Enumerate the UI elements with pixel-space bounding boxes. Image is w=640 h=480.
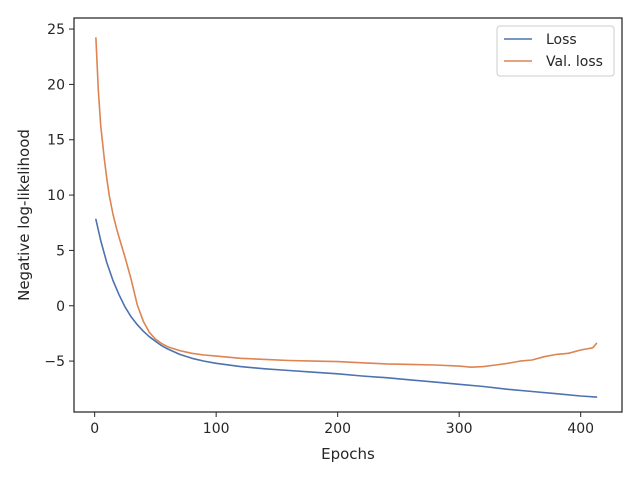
- y-tick-label: 15: [47, 133, 65, 149]
- series-layer: [95, 37, 598, 398]
- axes-frame: [73, 17, 623, 413]
- x-tick-label: 300: [446, 421, 473, 437]
- x-tick-label: 0: [90, 421, 99, 437]
- y-tick-label: −5: [44, 354, 65, 370]
- ticks-layer: 0 100 200 300 400 −5 0 5 10 15 20 25: [44, 22, 594, 437]
- y-tick-label: 10: [47, 188, 65, 204]
- y-tick-label: 20: [47, 77, 65, 93]
- y-tick-label: 25: [47, 22, 65, 38]
- x-tick-label: 400: [567, 421, 594, 437]
- legend: Loss Val. loss: [496, 25, 615, 77]
- x-tick-label: 100: [203, 421, 230, 437]
- y-tick-label: 0: [56, 299, 65, 315]
- series-line-loss: [95, 218, 598, 398]
- legend-label: Val. loss: [546, 54, 603, 70]
- legend-label: Loss: [546, 32, 577, 48]
- x-tick-label: 200: [324, 421, 351, 437]
- y-axis-label: Negative log-likelihood: [15, 129, 33, 301]
- y-tick-label: 5: [56, 243, 65, 259]
- series-line-val-loss: [95, 37, 598, 369]
- x-axis-label: Epochs: [321, 445, 375, 463]
